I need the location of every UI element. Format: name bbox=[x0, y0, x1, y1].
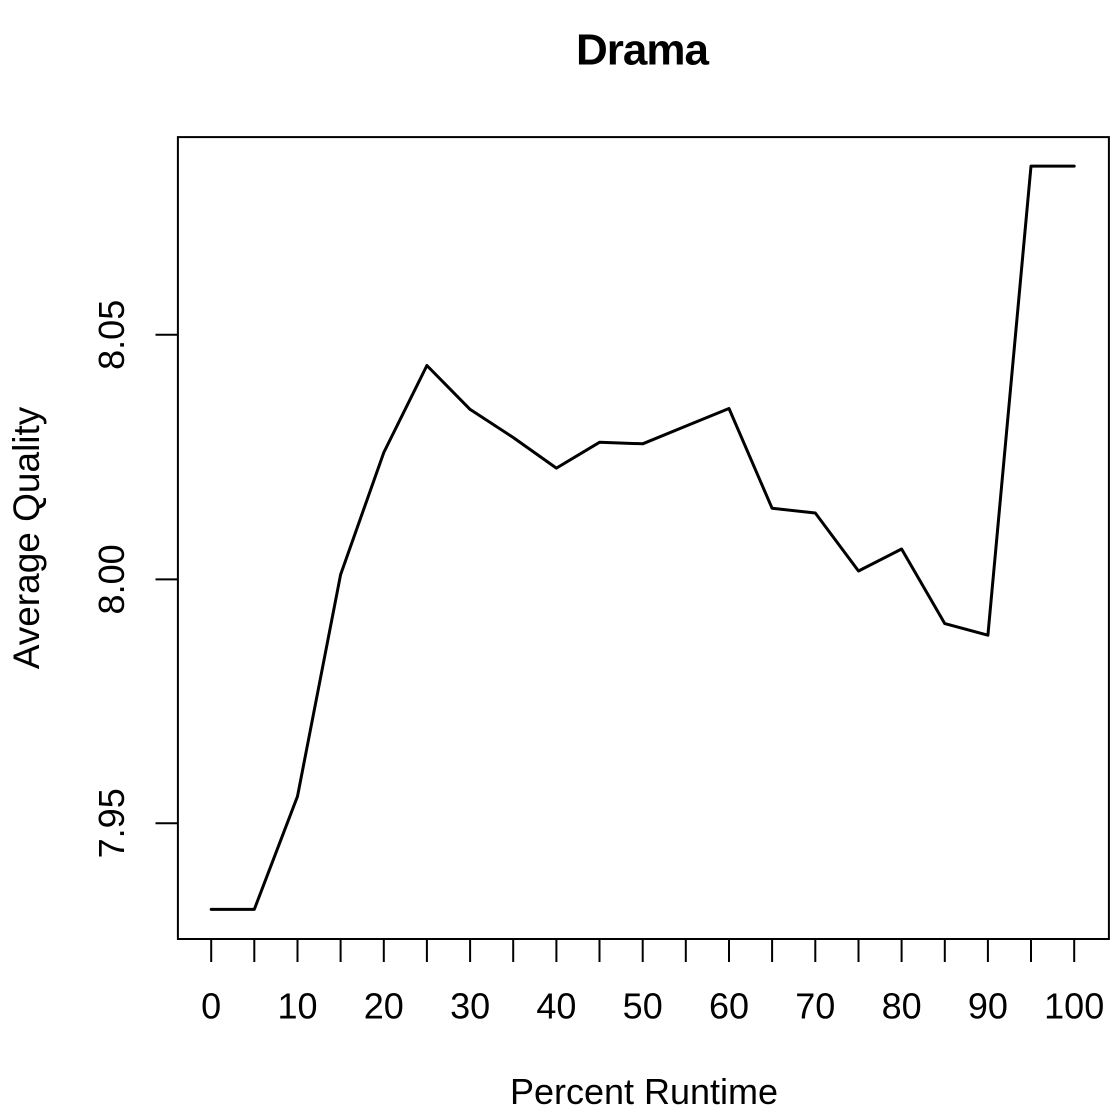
svg-text:8.00: 8.00 bbox=[91, 544, 132, 614]
svg-text:80: 80 bbox=[882, 985, 922, 1026]
svg-text:20: 20 bbox=[364, 985, 404, 1026]
svg-text:7.95: 7.95 bbox=[91, 788, 132, 858]
svg-text:60: 60 bbox=[709, 985, 749, 1026]
svg-text:0: 0 bbox=[201, 985, 221, 1026]
svg-text:8.05: 8.05 bbox=[91, 300, 132, 370]
svg-text:100: 100 bbox=[1044, 985, 1104, 1026]
svg-text:40: 40 bbox=[536, 985, 576, 1026]
svg-text:30: 30 bbox=[450, 985, 490, 1026]
svg-text:10: 10 bbox=[277, 985, 317, 1026]
svg-text:70: 70 bbox=[795, 985, 835, 1026]
svg-text:Drama: Drama bbox=[576, 26, 709, 75]
svg-text:Percent Runtime: Percent Runtime bbox=[510, 1071, 778, 1112]
svg-text:50: 50 bbox=[623, 985, 663, 1026]
svg-text:Average Quality: Average Quality bbox=[6, 406, 47, 669]
svg-text:90: 90 bbox=[968, 985, 1008, 1026]
